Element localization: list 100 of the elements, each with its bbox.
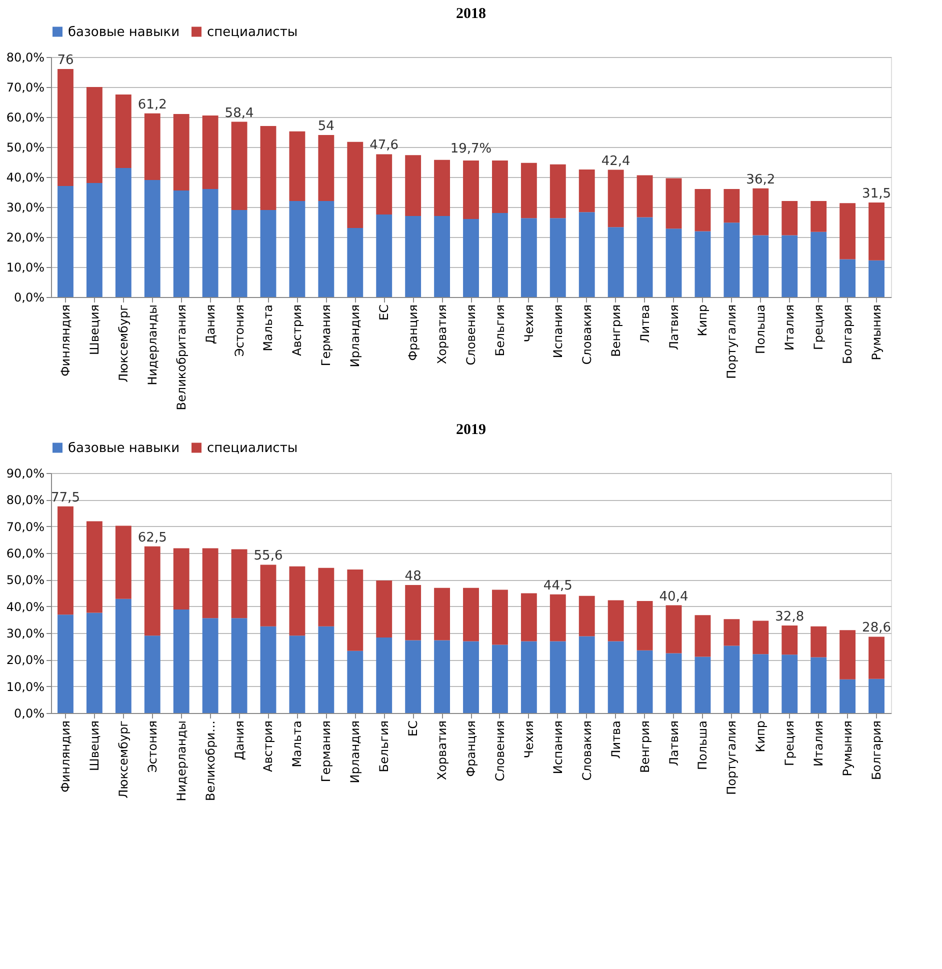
bar — [434, 216, 450, 297]
bar — [376, 638, 392, 713]
bar — [636, 601, 653, 650]
x-tick-label: Нидерланды — [174, 720, 188, 802]
bar — [636, 175, 653, 218]
bar — [58, 186, 74, 297]
bar — [810, 201, 827, 232]
bar — [376, 214, 392, 297]
bar — [752, 620, 769, 654]
y-tick-label: 50,0% — [6, 573, 44, 588]
x-tick-label: Италия — [812, 720, 826, 767]
x-tick-label: Словения — [464, 304, 478, 366]
x-tick-label: Мальта — [290, 720, 304, 768]
bar — [405, 640, 422, 713]
x-tick-label: Румыния — [870, 304, 884, 360]
x-tick-label: Греция — [812, 304, 826, 350]
bar — [520, 162, 537, 218]
x-tick-label: Италия — [782, 304, 797, 351]
bar — [868, 260, 884, 297]
x-tick-label: Венгрия — [638, 720, 652, 773]
total-label: 36,2 — [746, 172, 776, 188]
x-tick-label: Франция — [406, 304, 420, 361]
bar — [550, 218, 566, 297]
y-tick-label: 20,0% — [6, 230, 44, 244]
bar — [202, 618, 218, 713]
y-tick-label: 60,0% — [6, 546, 44, 560]
x-tick-label: Швеция — [87, 720, 102, 771]
bar — [289, 131, 306, 201]
bar — [550, 641, 566, 713]
x-tick-label: Хорватия — [435, 720, 450, 780]
bar — [492, 644, 508, 713]
bar — [492, 213, 508, 297]
x-tick-label: Испания — [550, 720, 565, 774]
total-label: 58,4 — [224, 106, 254, 121]
bar — [868, 636, 884, 679]
bar — [347, 570, 364, 651]
bar — [463, 641, 479, 713]
bar — [666, 178, 682, 229]
x-tick-label: Дания — [203, 304, 218, 344]
bar — [58, 69, 74, 186]
bar — [231, 618, 248, 713]
total-label: 32,8 — [775, 610, 804, 625]
bar — [173, 548, 190, 610]
bar — [636, 217, 653, 297]
y-tick-label: 10,0% — [6, 680, 44, 694]
bar — [144, 113, 160, 180]
bar — [520, 641, 537, 713]
bar — [318, 201, 334, 297]
total-label: 76 — [57, 53, 74, 68]
bar — [520, 593, 537, 642]
bar — [318, 626, 334, 713]
x-tick-label: Великобри… — [203, 720, 218, 801]
x-tick-label: ЕС — [406, 720, 420, 736]
total-label: 61,2 — [138, 97, 167, 112]
y-tick-label: 70,0% — [6, 520, 44, 534]
bar — [840, 630, 856, 680]
x-tick-label: Люксембург — [116, 720, 130, 798]
y-tick-label: 30,0% — [6, 200, 44, 214]
bar — [173, 610, 190, 713]
bar — [115, 94, 132, 168]
bar — [434, 588, 450, 640]
total-label: 55,6 — [254, 548, 283, 564]
bar — [260, 626, 276, 713]
x-tick-label: Нидерланды — [145, 304, 160, 386]
bar — [115, 598, 132, 713]
bar — [434, 640, 450, 713]
y-tick-label: 60,0% — [6, 110, 44, 124]
bar — [202, 189, 218, 297]
bar — [405, 155, 422, 216]
total-label: 54 — [318, 119, 334, 134]
x-tick-label: Словения — [492, 720, 507, 782]
x-tick-label: Чехия — [522, 720, 536, 758]
y-tick-label: 40,0% — [6, 170, 44, 184]
bar — [86, 521, 102, 613]
x-tick-label: Румыния — [840, 720, 855, 776]
bar — [376, 154, 392, 214]
bar — [782, 201, 798, 236]
bar — [173, 114, 190, 190]
bar — [202, 548, 218, 618]
bar — [608, 170, 624, 228]
bar — [578, 596, 595, 636]
x-tick-label: Швеция — [87, 304, 102, 355]
y-tick-label: 90,0% — [6, 466, 44, 480]
bar — [86, 87, 102, 183]
total-label: 44,5 — [543, 578, 572, 594]
x-tick-label: Венгрия — [608, 304, 623, 357]
x-tick-label: Эстония — [232, 304, 246, 357]
bar — [115, 168, 132, 297]
bar — [810, 232, 827, 297]
y-tick-label: 0,0% — [14, 706, 44, 720]
x-tick-label: Германия — [319, 720, 334, 782]
x-tick-label: Кипр — [754, 720, 768, 752]
total-label: 28,6 — [862, 620, 891, 636]
y-tick-label: 50,0% — [6, 140, 44, 154]
x-tick-label: Мальта — [261, 304, 276, 352]
bar — [724, 619, 740, 646]
bar — [231, 122, 248, 210]
bar — [752, 188, 769, 236]
bar — [144, 636, 160, 713]
bar — [289, 636, 306, 713]
